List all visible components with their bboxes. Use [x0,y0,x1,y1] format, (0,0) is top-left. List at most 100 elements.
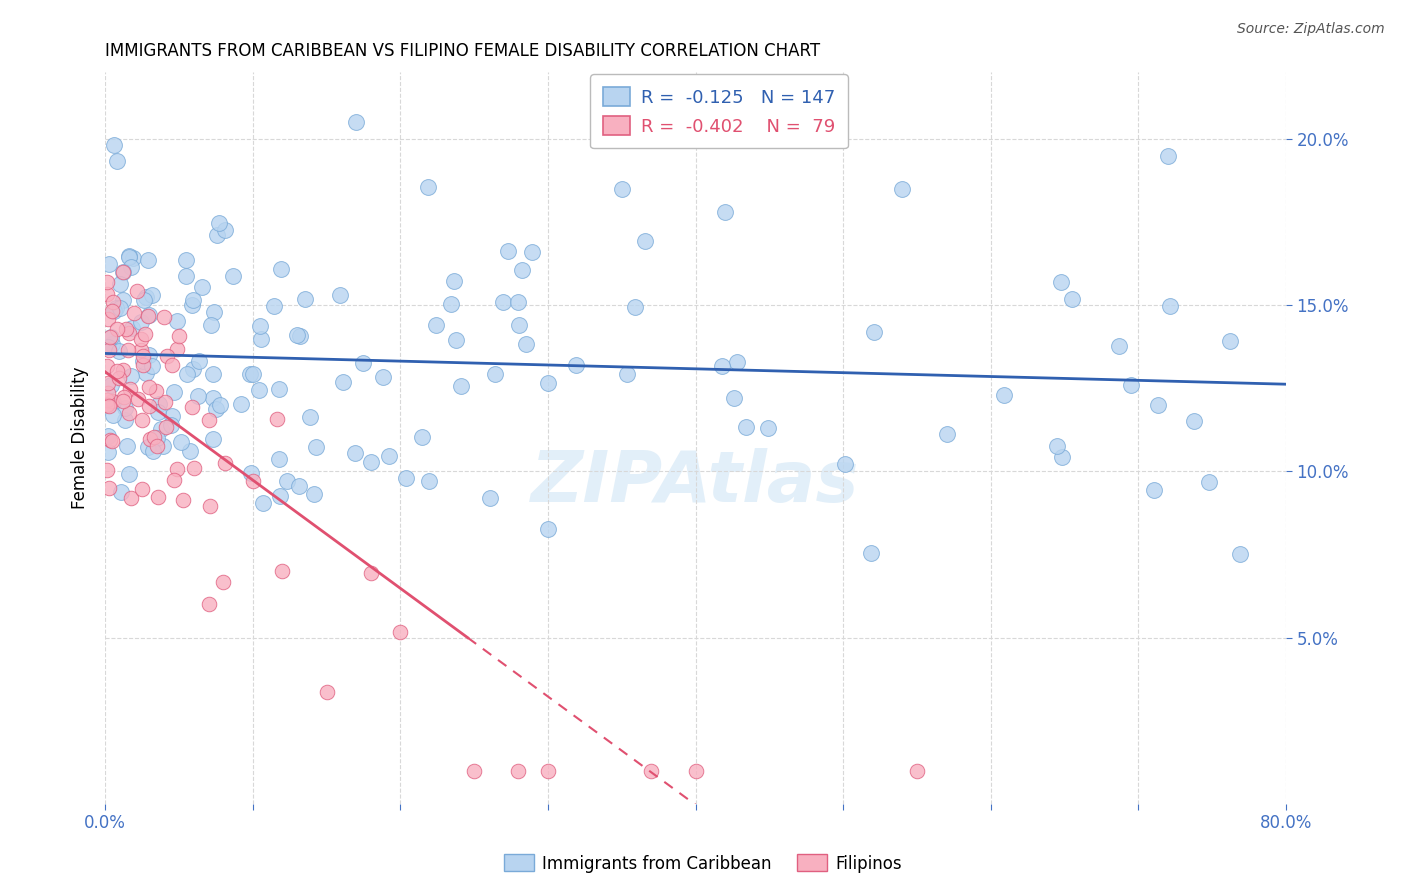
Point [624,300,647,314]
Point [634,234,657,248]
Point [723,391,745,405]
Point [166,314,188,328]
Point [117,439,139,453]
Point [120,382,142,396]
Point [180,298,202,312]
Point [276,474,298,488]
Point [110,277,132,292]
Point [271,564,294,578]
Point [105,301,128,315]
Point [834,457,856,471]
Point [146,431,169,445]
Point [101,408,124,422]
Point [506,294,529,309]
Point [565,358,588,372]
Point [298,410,321,425]
Point [176,367,198,381]
Point [138,399,160,413]
Point [302,487,325,501]
Point [129,315,152,329]
Point [138,308,160,322]
Point [112,265,135,279]
Point [118,326,141,340]
Point [139,432,162,446]
Point [187,388,209,402]
Point [734,419,756,434]
Point [181,362,204,376]
Point [96,286,118,301]
Point [97,429,120,443]
Point [492,294,515,309]
Point [121,321,143,335]
Point [107,322,129,336]
Point [685,764,707,778]
Text: Source: ZipAtlas.com: Source: ZipAtlas.com [1237,22,1385,37]
Point [108,371,131,385]
Point [202,368,225,382]
Text: IMMIGRANTS FROM CARIBBEAN VS FILIPINO FEMALE DISABILITY CORRELATION CHART: IMMIGRANTS FROM CARIBBEAN VS FILIPINO FE… [105,42,820,60]
Point [118,249,141,263]
Point [153,310,176,324]
Point [108,301,131,315]
Point [97,311,120,326]
Point [143,430,166,444]
Point [269,383,291,397]
Point [242,474,264,488]
Point [344,446,367,460]
Point [160,358,183,372]
Point [344,115,367,129]
Point [198,499,221,513]
Point [166,342,188,356]
Point [124,306,146,320]
Point [377,449,399,463]
Point [239,467,262,481]
Point [100,434,122,448]
Point [520,244,543,259]
Point [129,343,152,358]
Point [181,401,204,415]
Point [114,413,136,427]
Point [101,393,124,408]
Point [118,467,141,481]
Point [209,398,232,412]
Point [640,764,662,778]
Point [118,406,141,420]
Point [1182,414,1205,428]
Point [1146,399,1168,413]
Point [205,227,228,242]
Point [167,329,190,343]
Point [103,137,125,152]
Point [163,473,186,487]
Point [111,293,134,307]
Point [160,417,183,432]
Point [136,440,159,454]
Point [198,597,221,611]
Point [1050,450,1073,464]
Point [315,685,337,699]
Point [105,154,128,169]
Point [134,327,156,342]
Point [1062,292,1084,306]
Point [146,439,169,453]
Point [148,397,170,411]
Point [484,368,506,382]
Point [120,368,142,383]
Point [496,244,519,259]
Point [98,343,121,358]
Point [118,250,141,264]
Point [114,401,136,415]
Point [1046,439,1069,453]
Y-axis label: Female Disability: Female Disability [72,367,89,509]
Point [132,350,155,364]
Point [125,285,148,299]
Point [450,379,472,393]
Point [146,490,169,504]
Point [1219,334,1241,348]
Point [96,397,118,411]
Point [202,305,225,319]
Point [120,491,142,505]
Point [98,399,121,413]
Point [135,366,157,380]
Point [537,522,560,536]
Point [183,461,205,475]
